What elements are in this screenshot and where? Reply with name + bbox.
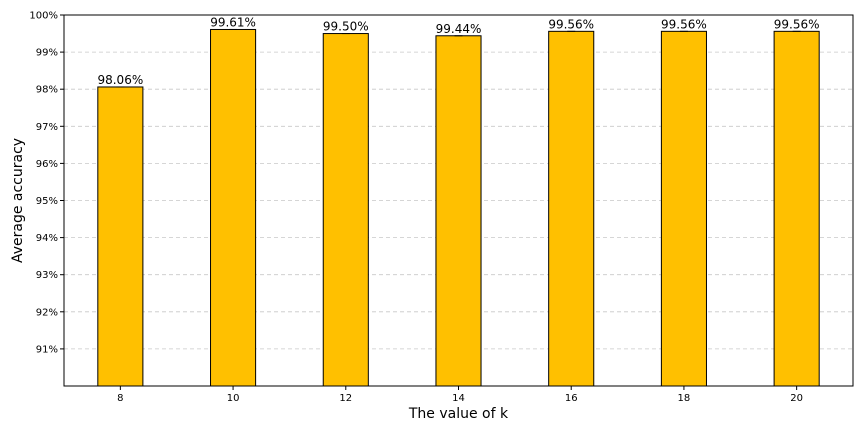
data-label: 99.56% <box>774 17 820 31</box>
y-tick-label: 91% <box>36 344 58 355</box>
x-axis-label: The value of k <box>408 406 509 422</box>
x-tick-label: 16 <box>565 393 578 404</box>
bar <box>773 30 820 387</box>
data-labels: 98.06% 99.61% 99.50% 99.44% 99.56% 99.56% 99.5… <box>97 15 819 87</box>
y-tick-label: 94% <box>36 233 58 244</box>
x-tick-label: 20 <box>790 393 803 404</box>
y-tick-label: 93% <box>36 270 58 281</box>
y-tick-label: 92% <box>36 307 58 318</box>
bar <box>97 86 144 387</box>
bar <box>548 30 595 387</box>
data-label: 99.61% <box>210 15 256 29</box>
y-tick-label: 95% <box>36 196 58 207</box>
bar <box>322 33 369 387</box>
data-label: 99.50% <box>323 20 369 34</box>
y-tick-label: 99% <box>36 48 58 59</box>
y-tick-label: 96% <box>36 159 58 170</box>
y-axis-label: Average accuracy <box>10 138 26 263</box>
x-tick-label: 18 <box>678 393 691 404</box>
data-label: 99.56% <box>548 17 594 31</box>
x-axis-ticks: 8 10 12 14 16 18 20 <box>117 386 803 404</box>
data-label: 98.06% <box>97 73 143 87</box>
data-label: 99.56% <box>661 17 707 31</box>
y-axis-ticks: 91% 92% 93% 94% 95% 96% 97% 98% 99% 100% <box>29 11 64 355</box>
x-tick-label: 14 <box>452 393 465 404</box>
x-tick-label: 10 <box>227 393 240 404</box>
data-label: 99.44% <box>436 22 482 36</box>
x-tick-label: 8 <box>117 393 123 404</box>
bars <box>97 28 820 387</box>
y-tick-label: 97% <box>36 122 58 133</box>
y-tick-label: 100% <box>29 11 58 22</box>
bar <box>435 35 482 387</box>
bar <box>660 30 707 387</box>
x-tick-label: 12 <box>339 393 352 404</box>
y-tick-label: 98% <box>36 85 58 96</box>
bar <box>210 28 257 387</box>
